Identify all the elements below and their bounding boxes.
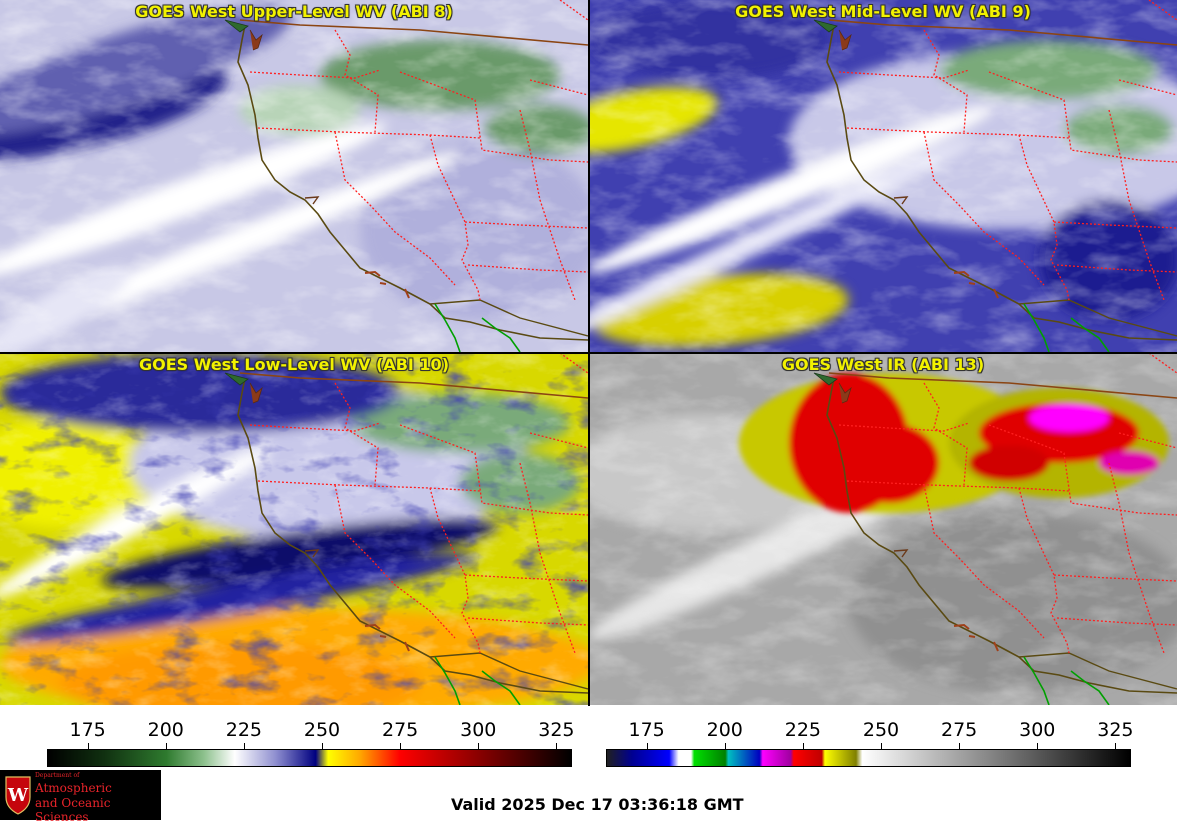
low-level-wv-image	[0, 353, 588, 705]
colorbar-tick-mark	[1115, 743, 1117, 749]
panel-title-ir: GOES West IR (ABI 13)	[781, 355, 985, 374]
colorbar-tick-mark	[165, 743, 167, 749]
logo-line-2: Atmospheric	[35, 781, 112, 795]
colorbar-gradient	[606, 749, 1131, 767]
panel-low-level-wv: GOES West Low-Level WV (ABI 10)	[0, 353, 588, 705]
colorbar-tick-label: 175	[628, 719, 665, 741]
colorbar-tick-label: 325	[1097, 719, 1134, 741]
logo-line-1: Department of	[35, 772, 80, 779]
colorbar-tick-mark	[959, 743, 961, 749]
colorbar-tick-mark	[400, 743, 402, 749]
colorbar-tick-mark	[87, 743, 89, 749]
colorbar-tick-label: 200	[706, 719, 743, 741]
colorbar-ir: 175 200 225 250 275 300 325	[606, 706, 1134, 768]
colorbar-tick-label: 250	[862, 719, 900, 741]
colorbar-tick-label: 275	[381, 719, 419, 741]
valid-time: Valid 2025 Dec 17 03:36:18 GMT	[451, 795, 744, 814]
colorbar-tick-mark	[724, 743, 726, 749]
panel-title-mid: GOES West Mid-Level WV (ABI 9)	[735, 2, 1031, 21]
colorbar-gradient	[47, 749, 572, 767]
panel-mid-level-wv: GOES West Mid-Level WV (ABI 9)	[589, 0, 1177, 352]
panel-title-upper: GOES West Upper-Level WV (ABI 8)	[135, 2, 453, 21]
colorbar-tick-mark	[556, 743, 558, 749]
svg-text:W: W	[7, 785, 29, 806]
panel-title-low: GOES West Low-Level WV (ABI 10)	[138, 355, 449, 374]
ir-image	[589, 353, 1177, 705]
colorbar-tick-mark	[243, 743, 245, 749]
panel-divider-horizontal	[0, 352, 1177, 354]
mid-level-wv-image	[589, 0, 1177, 352]
colorbar-tick-mark	[1037, 743, 1039, 749]
colorbar-tick-label: 300	[460, 719, 497, 741]
colorbar-tick-mark	[322, 743, 323, 749]
colorbar-wv: 175 200 225 250 275 300 325	[47, 706, 575, 768]
colorbar-tick-label: 225	[784, 719, 822, 741]
colorbar-tick-mark	[881, 743, 882, 749]
aos-logo: W Department of Atmospheric and Oceanic …	[0, 770, 161, 824]
colorbar-tick-mark	[802, 743, 804, 749]
colorbar-tick-label: 325	[538, 719, 575, 741]
colorbar-tick-label: 175	[69, 719, 106, 741]
upper-level-wv-image	[0, 0, 588, 352]
colorbar-tick-label: 275	[940, 719, 978, 741]
colorbar-tick-label: 200	[147, 719, 184, 741]
colorbar-tick-mark	[478, 743, 480, 749]
uw-crest-icon: W	[5, 776, 31, 815]
colorbar-tick-label: 300	[1019, 719, 1056, 741]
panel-ir: GOES West IR (ABI 13)	[589, 353, 1177, 705]
colorbar-tick-label: 250	[303, 719, 341, 741]
colorbar-tick-label: 225	[225, 719, 263, 741]
colorbar-tick-mark	[646, 743, 648, 749]
panel-upper-level-wv: GOES West Upper-Level WV (ABI 8)	[0, 0, 588, 352]
